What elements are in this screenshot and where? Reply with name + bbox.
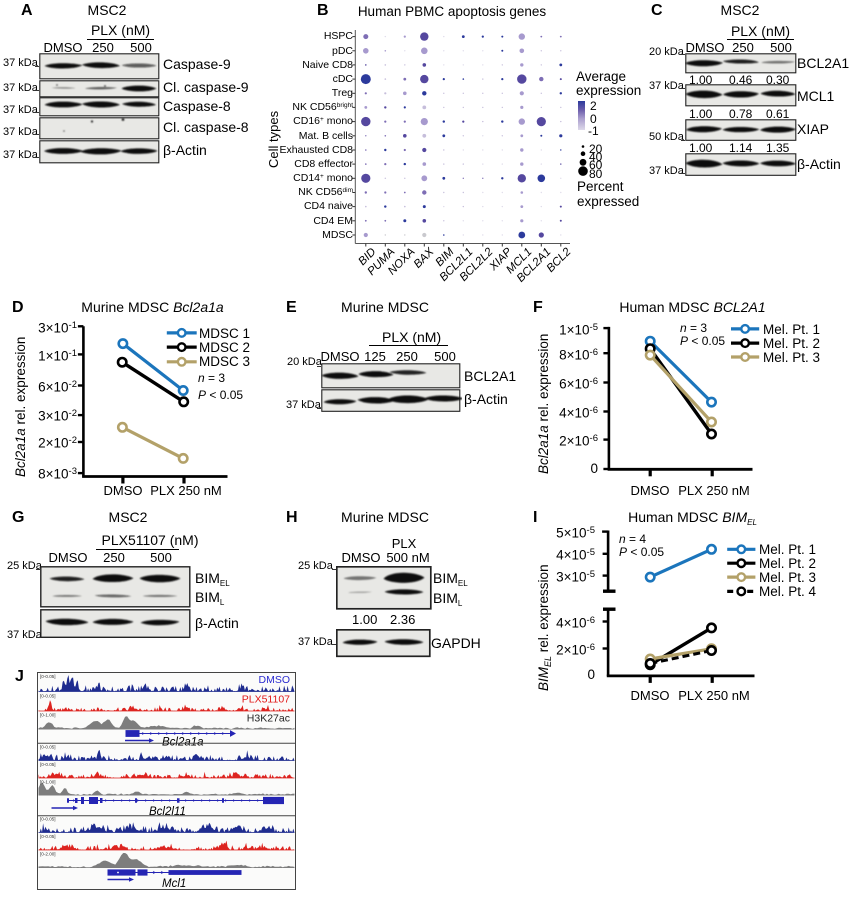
svg-text:Bcl2a1a: Bcl2a1a — [162, 737, 204, 749]
svg-text:DMSO: DMSO — [259, 674, 291, 686]
svg-text:[0-2.00]: [0-2.00] — [40, 852, 56, 857]
svg-text:[0-0.05]: [0-0.05] — [40, 745, 56, 750]
svg-text:[0-1.00]: [0-1.00] — [40, 780, 56, 785]
svg-text:[0-0.05]: [0-0.05] — [40, 674, 56, 679]
svg-text:[0-0.05]: [0-0.05] — [40, 834, 56, 839]
svg-text:Mcl1: Mcl1 — [162, 878, 186, 890]
svg-text:[0-0.05]: [0-0.05] — [40, 694, 56, 699]
svg-text:[0-1.00]: [0-1.00] — [40, 713, 56, 718]
svg-text:[0-0.05]: [0-0.05] — [40, 762, 56, 767]
svg-text:H3K27ac: H3K27ac — [247, 713, 290, 725]
svg-text:[0-0.05]: [0-0.05] — [40, 817, 56, 822]
svg-text:PLX51107: PLX51107 — [242, 694, 290, 706]
svg-text:Bcl2l11: Bcl2l11 — [149, 806, 186, 818]
